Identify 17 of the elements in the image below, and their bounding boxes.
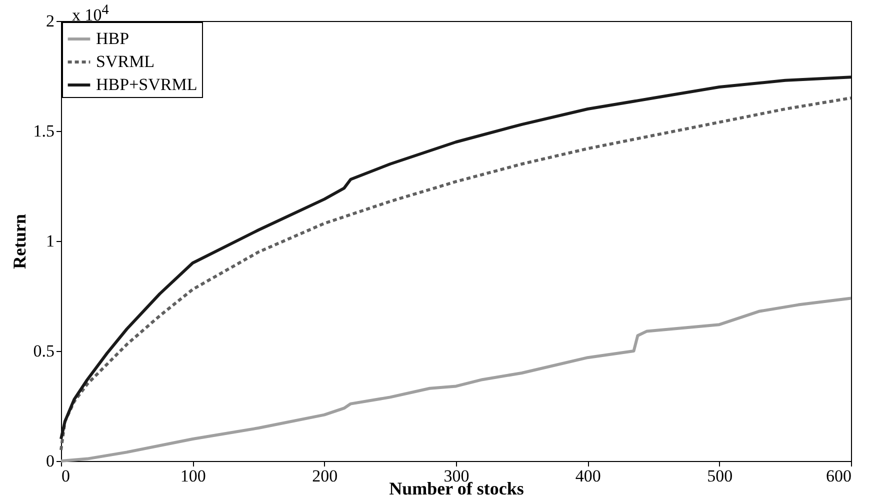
x-tick-label: 400 [575, 466, 601, 486]
x-tick-label: 100 [180, 466, 206, 486]
y-tick-label: 0 [46, 452, 54, 470]
x-tick-label: 500 [707, 466, 733, 486]
y-tick-label: 0.5 [33, 342, 54, 360]
x-tick-label: 600 [826, 466, 852, 486]
y-tick-label: 1 [46, 232, 54, 250]
legend-label: SVRML [96, 52, 155, 71]
y-tick-label: 2 [46, 12, 54, 30]
x-tick-label: 200 [312, 466, 338, 486]
legend-label: HBP+SVRML [96, 75, 198, 94]
legend-label: HBP [96, 29, 130, 48]
y-axis-title: Return [9, 214, 30, 269]
line-series [60, 296, 852, 462]
x-tick-label: 0 [62, 466, 70, 486]
annotation: x 10$^{4}$ [72, 2, 109, 26]
y-tick-label: 1.5 [33, 122, 54, 140]
